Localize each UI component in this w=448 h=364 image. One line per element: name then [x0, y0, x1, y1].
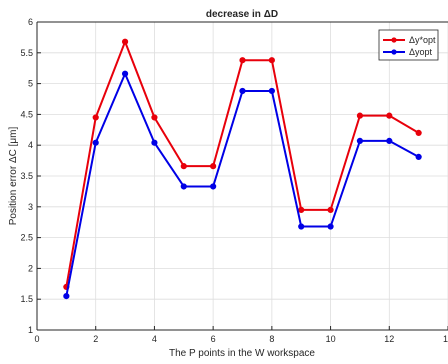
- x-tick-label: 14: [443, 334, 448, 344]
- data-point: [356, 137, 364, 144]
- x-tick-label: 4: [152, 334, 157, 344]
- y-tick-label: 2.5: [20, 233, 33, 243]
- data-point: [239, 57, 246, 64]
- x-tick-label: 12: [384, 334, 394, 344]
- data-point: [151, 114, 158, 121]
- y-ticks: 1 1.5 2 2.5 3 3.5 4 4.5 5 5.5 6: [20, 17, 41, 335]
- data-point: [210, 183, 217, 190]
- x-axis-label: The P points in the W workspace: [169, 348, 315, 359]
- legend-label-0: Δy*opt: [409, 35, 436, 45]
- legend-marker-1: [391, 49, 397, 55]
- data-point: [239, 87, 246, 95]
- x-tick-label: 6: [211, 334, 216, 344]
- data-point: [268, 57, 275, 64]
- x-tick-label: 8: [269, 334, 274, 344]
- y-tick-label: 4: [28, 140, 33, 150]
- x-tick-label: 2: [93, 334, 98, 344]
- legend-box: [378, 29, 439, 61]
- data-point: [180, 183, 187, 190]
- data-point: [92, 114, 99, 121]
- data-point: [386, 137, 393, 144]
- y-tick-label: 1: [28, 325, 33, 335]
- x-tick-label: 0: [34, 334, 39, 344]
- data-point: [268, 87, 275, 95]
- x-tick-label: 10: [326, 334, 336, 344]
- data-point: [327, 206, 334, 213]
- data-point: [298, 223, 305, 230]
- data-point: [415, 153, 422, 161]
- data-point: [63, 293, 70, 300]
- y-tick-label: 5.5: [20, 48, 33, 58]
- legend-marker-0: [391, 37, 397, 43]
- y-axis-label: Position error ΔC [μm]: [8, 126, 19, 225]
- y-tick-label: 3.5: [20, 171, 33, 181]
- data-point: [327, 223, 334, 230]
- data-point: [415, 129, 422, 136]
- data-point: [180, 163, 187, 170]
- data-point: [298, 206, 305, 213]
- data-point: [121, 70, 129, 77]
- chart-title: decrease in ΔD: [206, 9, 278, 20]
- data-point: [151, 139, 158, 146]
- data-point: [356, 112, 364, 119]
- data-point: [386, 112, 393, 119]
- y-tick-label: 3: [28, 202, 33, 212]
- y-tick-label: 2: [28, 263, 33, 273]
- y-tick-label: 6: [28, 17, 33, 27]
- x-ticks: 0 2 4 6 8 10 12 14: [34, 326, 448, 344]
- y-tick-label: 1.5: [20, 294, 33, 304]
- data-point: [92, 139, 99, 146]
- data-point: [121, 38, 129, 45]
- y-tick-label: 4.5: [20, 109, 33, 119]
- y-tick-label: 5: [28, 79, 33, 89]
- series-group: [63, 38, 422, 300]
- legend-label-1: Δyopt: [409, 47, 433, 57]
- data-point: [210, 163, 217, 170]
- legend: Δy*opt Δyopt: [378, 29, 439, 61]
